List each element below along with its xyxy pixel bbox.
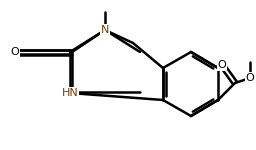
Text: N: N: [101, 25, 109, 35]
Text: O: O: [11, 47, 19, 57]
Text: O: O: [246, 73, 254, 83]
Text: O: O: [218, 60, 226, 70]
Text: HN: HN: [62, 88, 78, 98]
